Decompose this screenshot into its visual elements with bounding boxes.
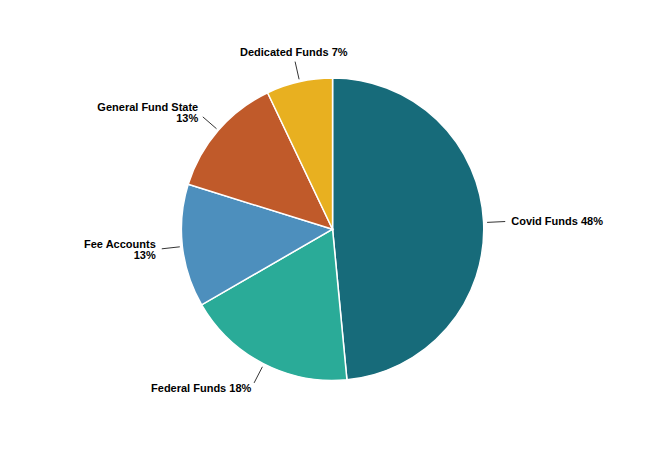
svg-text:Dedicated Funds 7%: Dedicated Funds 7% (240, 46, 348, 58)
svg-text:Federal Funds 18%: Federal Funds 18% (151, 382, 251, 394)
svg-text:Fee Accounts13%: Fee Accounts13% (84, 238, 156, 261)
svg-text:Covid Funds 48%: Covid Funds 48% (511, 215, 603, 227)
svg-text:General Fund State13%: General Fund State13% (97, 101, 198, 124)
